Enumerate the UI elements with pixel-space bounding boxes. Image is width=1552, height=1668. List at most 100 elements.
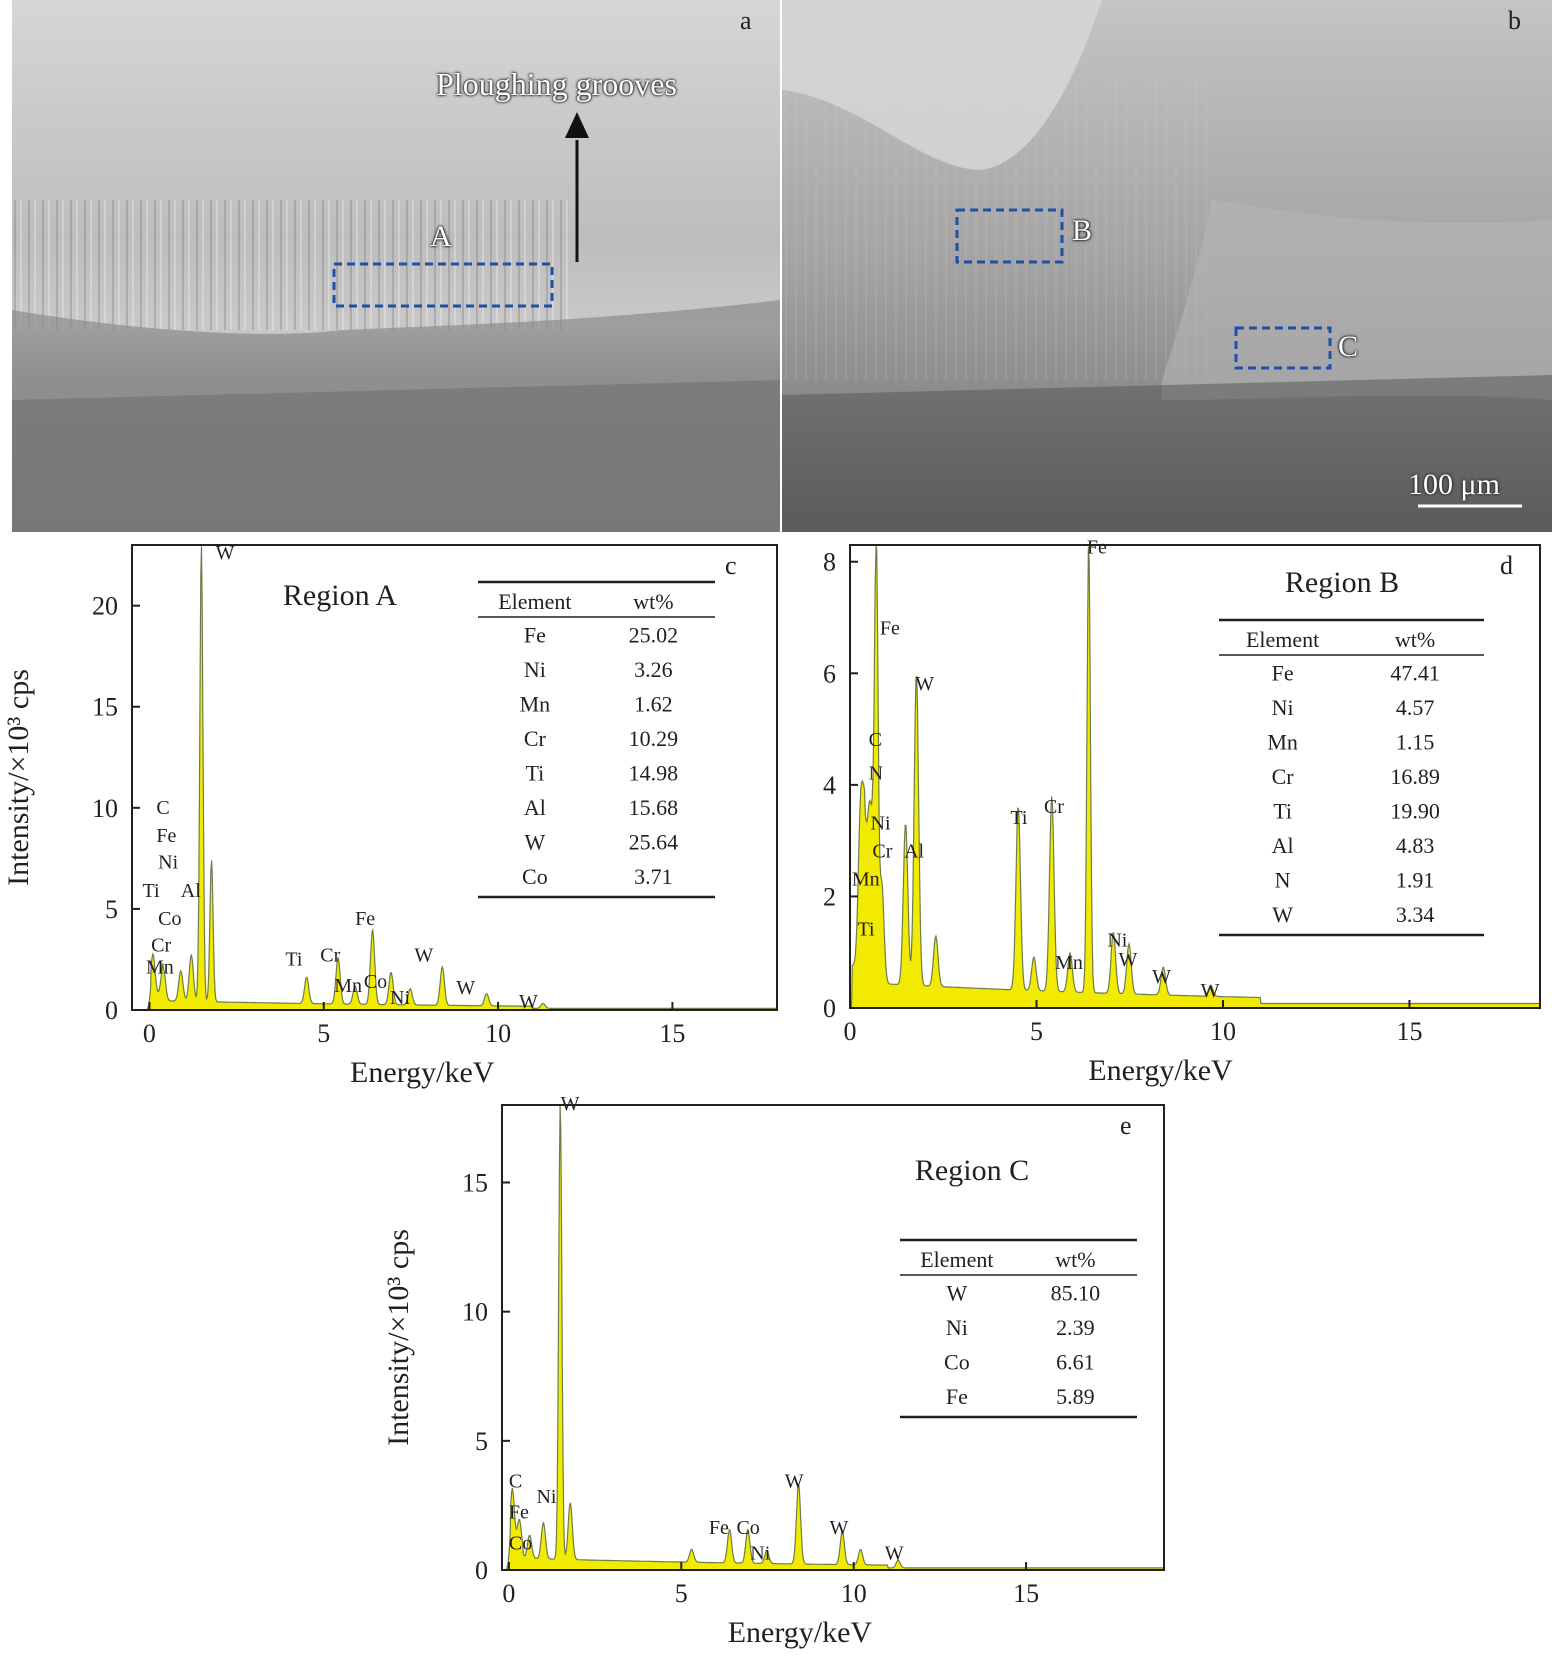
peak-label: Fe (156, 825, 176, 847)
y-axis-title: Intensity/×10³ cps (382, 1229, 415, 1446)
eds-chart-region-c: 0 5 10 15 0 5 10 15 Energy/keV Intensity/×10³ cps… (380, 1093, 1180, 1663)
peak-label: Fe (709, 1517, 729, 1539)
x-tick-label: 10 (1210, 1017, 1236, 1046)
table-cell-wt: 1.62 (634, 692, 673, 717)
ploughing-grooves-label: Ploughing grooves (436, 66, 677, 102)
sem-image-b-graphic (782, 0, 1552, 532)
panel-letter-b: b (1508, 6, 1521, 35)
table-cell-element: N (1275, 868, 1291, 893)
table-cell-element: Ti (1273, 799, 1292, 824)
peak-label: Co (736, 1517, 759, 1539)
table-cell-wt: 14.98 (629, 761, 679, 786)
peak-label: W (216, 542, 235, 564)
table-cell-wt: 85.10 (1051, 1281, 1101, 1306)
x-tick-label: 5 (675, 1579, 688, 1608)
x-tick-label: 5 (317, 1019, 330, 1048)
peak-label: Cr (872, 840, 892, 862)
table-cell-wt: 47.41 (1390, 661, 1440, 686)
peak-label: Mn (334, 975, 362, 997)
y-tick-label: 5 (105, 895, 118, 924)
peak-label: Co (158, 908, 181, 930)
peak-label: W (519, 991, 538, 1013)
spectrum-area (132, 546, 778, 1011)
table-cell-element: Cr (1272, 764, 1295, 789)
panel-letter-c: c (725, 551, 737, 580)
table-cell-element: Co (522, 864, 548, 889)
y-tick-label: 0 (475, 1556, 488, 1585)
eds-chart-region-c-svg: 0 5 10 15 0 5 10 15 Energy/keV Intensity/×10³ cps… (382, 1093, 1165, 1649)
plot-frame (849, 544, 1541, 1009)
x-tick-label: 15 (659, 1019, 685, 1048)
peak-label: Ti (142, 880, 160, 902)
plot-frame (501, 1104, 1165, 1571)
x-tick-label: 5 (1030, 1017, 1043, 1046)
y-tick-label: 2 (823, 882, 836, 911)
table-cell-element: Ni (524, 657, 546, 682)
sem-image-a-graphic (12, 0, 780, 532)
peak-label: W (830, 1517, 849, 1539)
peak-label: W (785, 1470, 804, 1492)
peak-label: W (414, 944, 433, 966)
table-cell-element: Mn (520, 692, 551, 717)
table-cell-element: Ni (946, 1315, 968, 1340)
eds-chart-region-a: 0 5 10 15 0 5 10 15 20 Energy/keV Intensity/×10³ c… (0, 540, 790, 1100)
table-cell-wt: 4.57 (1396, 695, 1435, 720)
region-b-label: B (1072, 214, 1093, 247)
table-header-wt: wt% (1055, 1247, 1095, 1272)
table-cell-wt: 5.89 (1056, 1384, 1095, 1409)
sem-image-b: b B C 100 μm (782, 0, 1552, 532)
table-cell-element: W (524, 830, 545, 855)
table-cell-element: Al (524, 795, 546, 820)
peak-label: Ni (390, 987, 410, 1009)
table-cell-element: Mn (1267, 730, 1298, 755)
y-tick-label: 10 (462, 1298, 488, 1327)
panel-letter-d: d (1500, 551, 1513, 580)
region-c-box (1234, 326, 1332, 370)
peak-label: W (456, 977, 475, 999)
x-axis-title: Energy/keV (728, 1616, 873, 1649)
table-header-wt: wt% (1395, 627, 1435, 652)
peak-label: Fe (509, 1501, 529, 1523)
table-cell-wt: 15.68 (629, 795, 679, 820)
y-axis-title: Intensity/×10³ cps (2, 669, 35, 886)
x-tick-label: 10 (485, 1019, 511, 1048)
table-cell-wt: 2.39 (1056, 1315, 1095, 1340)
table-cell-wt: 3.71 (634, 864, 673, 889)
peak-label: Ni (871, 812, 891, 834)
region-a-box (332, 262, 554, 308)
table-cell-element: Fe (1272, 661, 1294, 686)
peak-label: Ni (750, 1543, 770, 1565)
region-b-box (955, 208, 1064, 264)
peak-label: Cr (151, 934, 171, 956)
table-header-wt: wt% (633, 589, 673, 614)
y-tick-label: 8 (823, 548, 836, 577)
x-tick-label: 10 (841, 1579, 867, 1608)
x-tick-label: 0 (844, 1017, 857, 1046)
peak-label: Ni (1107, 930, 1127, 952)
region-title: Region C (915, 1154, 1029, 1187)
y-tick-label: 6 (823, 659, 836, 688)
y-tick-label: 0 (105, 996, 118, 1025)
table-cell-wt: 1.15 (1396, 730, 1435, 755)
region-a-label: A (430, 220, 452, 253)
peak-label: Cr (1044, 796, 1064, 818)
table-cell-element: Ti (525, 761, 544, 786)
table-cell-element: Co (944, 1350, 970, 1375)
panel-letter-a: a (740, 6, 752, 35)
scale-bar-label: 100 μm (1408, 468, 1500, 501)
y-tick-label: 0 (823, 994, 836, 1023)
peak-label: W (561, 1093, 580, 1115)
table-cell-wt: 6.61 (1056, 1350, 1095, 1375)
table-cell-element: W (1272, 902, 1293, 927)
peak-label: C (509, 1470, 522, 1492)
peak-label: Fe (1087, 536, 1107, 558)
peak-label: C (869, 729, 882, 751)
region-title: Region B (1285, 566, 1399, 599)
table-cell-wt: 10.29 (629, 726, 679, 751)
peak-label: Al (181, 880, 201, 902)
peak-label: W (915, 673, 934, 695)
peak-label: W (1201, 980, 1220, 1002)
table-cell-wt: 4.83 (1396, 833, 1435, 858)
y-tick-label: 4 (823, 771, 836, 800)
table-cell-element: Al (1272, 833, 1294, 858)
